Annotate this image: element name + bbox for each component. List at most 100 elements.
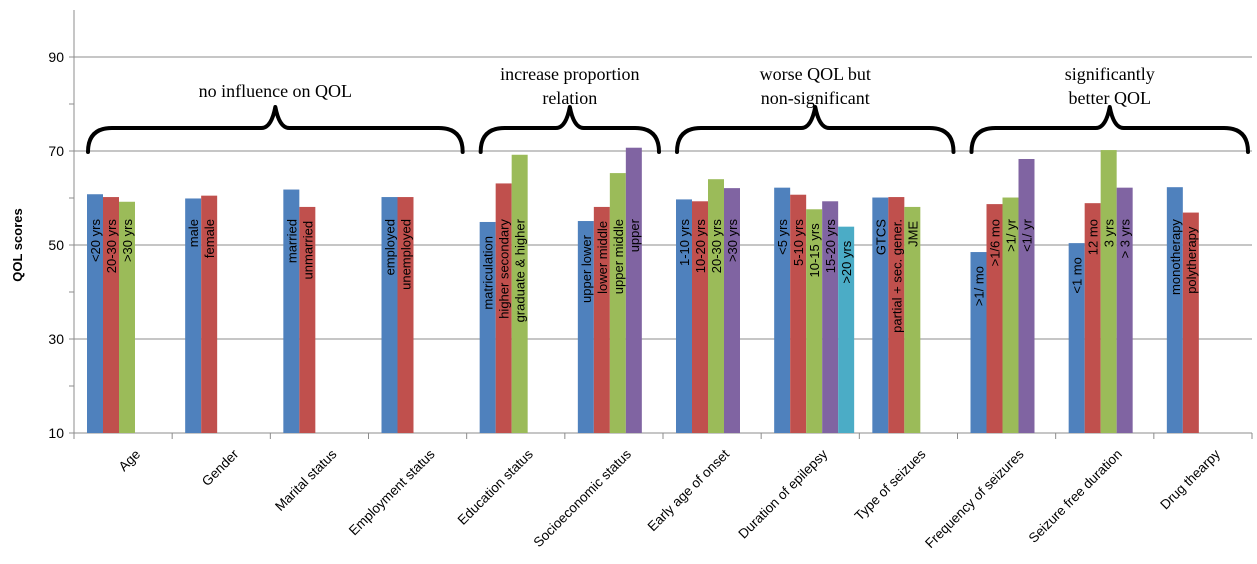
bar-label: 20-30 yrs [104,219,119,274]
x-category-label: Education status [455,446,536,527]
bar-label: upper lower [579,234,594,303]
bar-label: >20 yrs [839,240,854,283]
x-category-label: Marital status [272,446,340,514]
bar-label: <1 mo [1070,257,1085,294]
bar [397,197,414,433]
x-category-label: Frequency of seizures [922,446,1027,551]
bar-label: 12 mo [1086,219,1101,255]
bar-label: 15-20 yrs [823,219,838,274]
annotation-text: worse QOL but [760,64,871,84]
x-category-label: Age [116,447,144,475]
bar-label: <5 yrs [775,219,790,255]
x-category-label: Duration of epilepsy [735,446,830,541]
bar [593,206,610,433]
y-tick-label: 30 [48,331,64,347]
bar [1182,212,1199,433]
curly-brace [675,105,956,154]
bar-label: unemployed [399,219,414,290]
x-category-label: Type of seizues [852,446,929,523]
bar-label: > 3 yrs [1118,219,1133,259]
bar-label: >1/6 mo [988,219,1003,266]
bar [1166,187,1183,433]
annotation-text: relation [542,88,597,108]
bar [185,198,202,433]
bar [838,226,855,433]
bar-label: unmarried [300,221,315,280]
bar-label: matriculation [481,236,496,310]
annotations: no influence on QOL increase proportion re… [86,64,1250,154]
x-category-label: Early age of onset [645,446,733,534]
bar [119,201,135,433]
bar-label: >1/ mo [972,266,987,306]
bar [87,194,103,433]
bar-label: polytherapy [1184,226,1199,294]
bar-label: employed [383,219,398,275]
x-category-label: Drug thearpy [1157,446,1223,512]
bar-label: upper [627,218,642,252]
x-category-label: Employment status [346,446,438,538]
curly-brace [86,105,465,154]
bar [609,173,626,433]
bar-label: JME [905,221,920,247]
bar [822,201,839,433]
y-tick-label: 90 [48,49,64,65]
bar [904,206,921,433]
bar [381,197,398,433]
curly-brace [478,105,661,154]
bar-label: >30 yrs [120,219,135,262]
x-category-label: Socioeconomic status [531,446,635,550]
bar [625,147,642,433]
bar [888,197,905,433]
bar-label: 5-10 yrs [791,219,806,266]
bar [479,221,496,433]
bar-label: married [284,219,299,263]
bar-label: 10-20 yrs [693,219,708,274]
bar [299,206,316,433]
bar [970,252,987,433]
bar-label: higher secondary [497,219,512,319]
bar [577,221,594,433]
bar [495,183,512,433]
annotation-text: increase proportion [500,64,639,84]
bar [1068,243,1085,433]
bar [1002,197,1019,433]
bar [103,197,119,433]
gridlines [74,56,1252,340]
annotation-text: no influence on QOL [199,81,352,101]
x-category-label: Seizure free duration [1026,447,1125,546]
bar [692,201,708,433]
bar [676,199,692,433]
bar-label: >30 yrs [725,219,740,262]
bar-label: >1/ yr [1004,218,1019,252]
bar-label: GTCS [873,219,888,255]
bar [1100,150,1117,433]
bar-label: 1-10 yrs [677,219,692,266]
bar-label: <1/ yr [1020,218,1035,252]
bar-label: graduate & higher [513,218,528,322]
bar [724,188,740,433]
x-category-label: Gender [199,446,242,489]
bar-label: female [202,219,217,258]
bar [1084,203,1101,433]
bar-label: 3 yrs [1102,219,1117,248]
bar-label: <20 yrs [88,219,103,262]
y-tick-label: 10 [48,425,64,441]
curly-brace [969,105,1250,154]
bar-label: 10-15 yrs [807,223,822,278]
y-tick-label: 70 [48,143,64,159]
y-axis-label: QOL scores [10,208,25,281]
bar-label: male [186,219,201,247]
annotation-text: significantly [1065,64,1155,84]
bar [708,179,724,433]
bar [201,195,218,433]
bar [872,197,889,433]
annotation-text: non-significant [761,88,870,108]
bar [1116,187,1133,433]
bar-label: 20-30 yrs [709,219,724,274]
bars: <20 yrs 20-30 yrs >30 yrs male female married… [87,147,1199,434]
bar [511,154,528,433]
bar [774,187,791,433]
bar-label: partial + sec. gener. [889,219,904,333]
bar [283,189,300,433]
